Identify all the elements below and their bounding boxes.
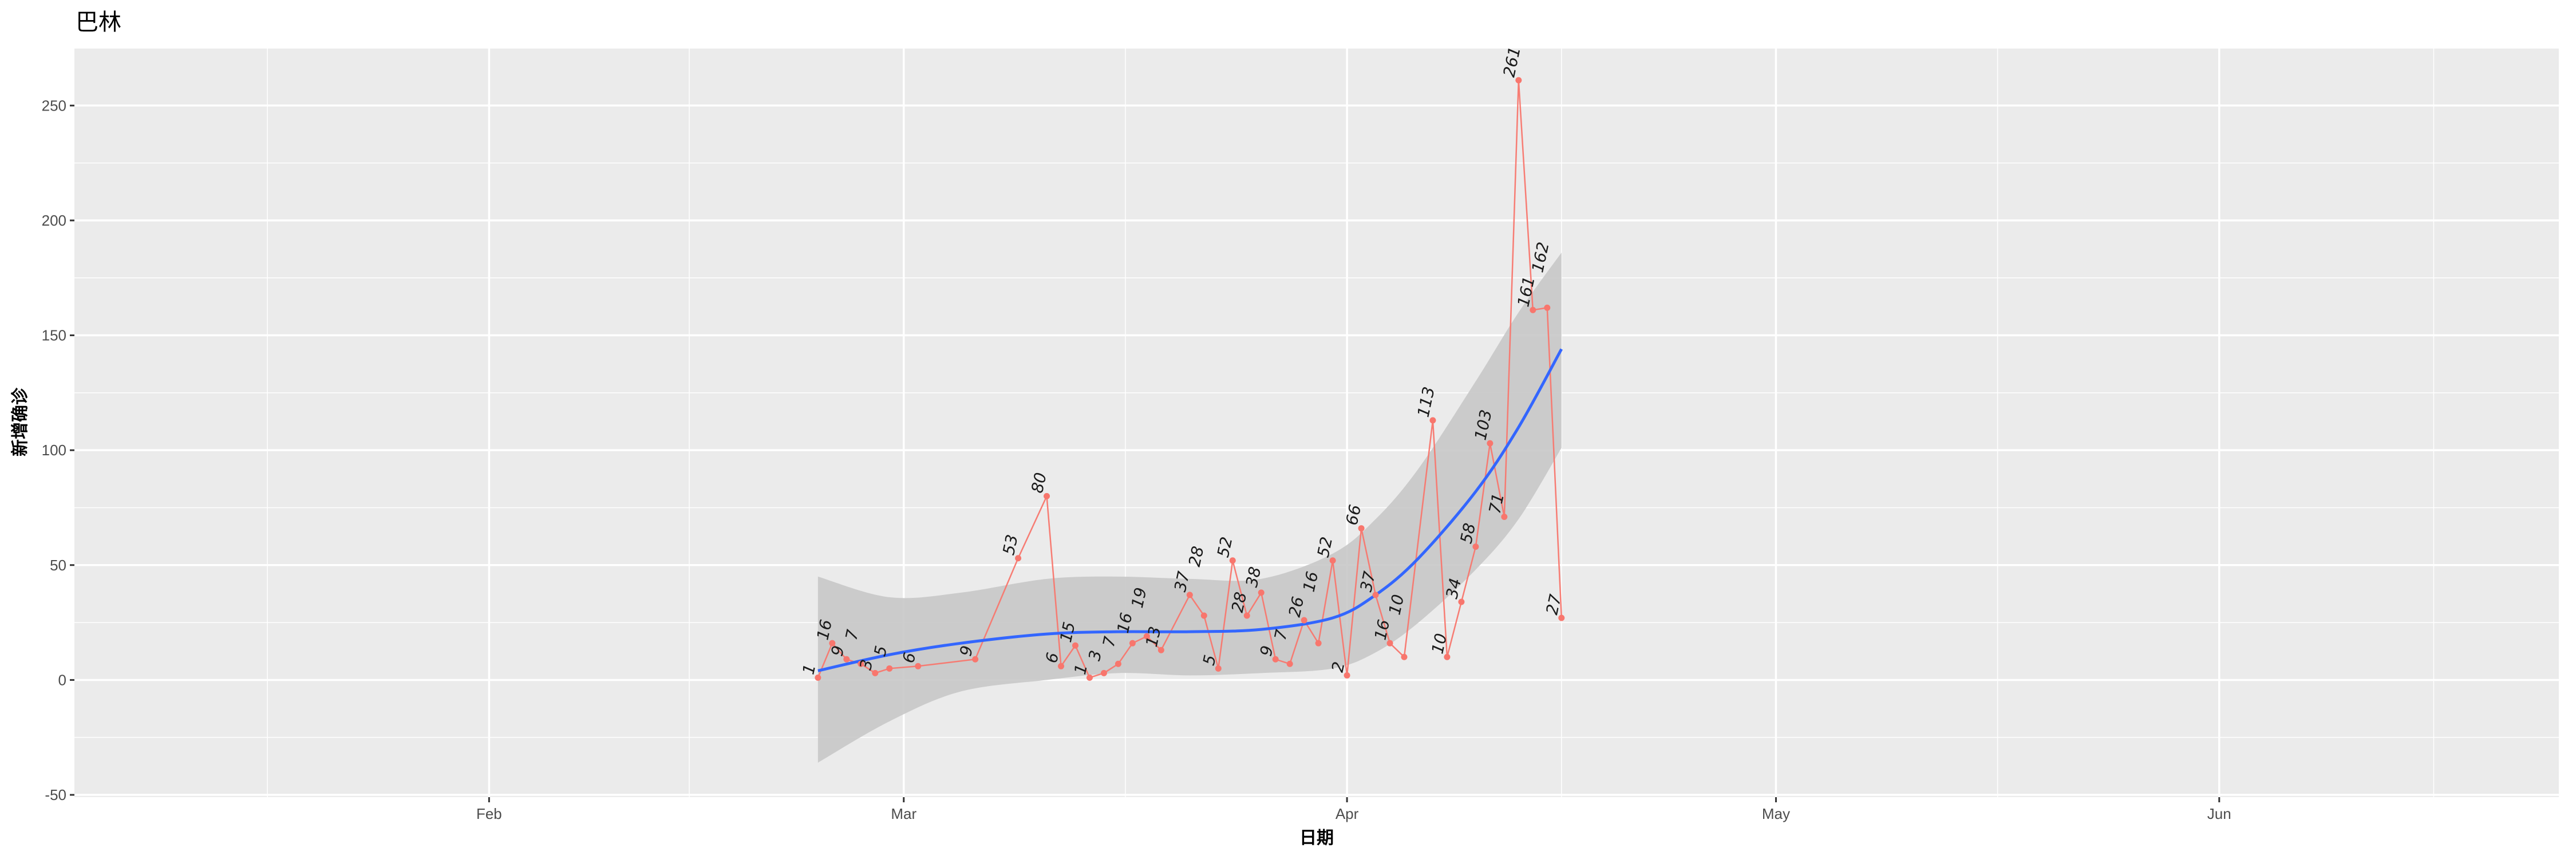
y-tick-label: 0 — [58, 671, 66, 688]
x-tick-label: Mar — [891, 805, 916, 822]
data-point — [1472, 543, 1479, 550]
data-point — [1072, 642, 1078, 649]
data-label: 53 — [999, 533, 1022, 557]
panel-background — [74, 48, 2559, 797]
data-label: 16 — [1113, 611, 1136, 635]
data-point — [1258, 589, 1265, 596]
data-label: 16 — [1299, 570, 1322, 594]
y-axis-title: 新增确诊 — [10, 387, 30, 456]
data-point — [1200, 612, 1207, 619]
data-point — [1544, 304, 1551, 311]
data-point — [1329, 557, 1336, 564]
x-tick-label: May — [1762, 805, 1790, 822]
data-label: 58 — [1456, 521, 1479, 545]
data-label: 10 — [1385, 593, 1408, 617]
data-label: 71 — [1485, 491, 1508, 515]
x-axis: Feb Mar Apr May Jun — [476, 797, 2231, 822]
data-label: 16 — [1371, 618, 1394, 642]
data-point — [886, 665, 893, 672]
data-point — [1015, 555, 1022, 562]
y-tick-label: 150 — [42, 327, 66, 344]
data-label: 15 — [1056, 620, 1079, 644]
data-point — [1344, 672, 1350, 679]
data-label: 37 — [1357, 569, 1380, 593]
smooth-fit-line — [817, 348, 1563, 672]
data-point — [915, 663, 922, 669]
data-point — [972, 656, 979, 663]
data-points — [815, 77, 1565, 681]
data-point — [1372, 592, 1379, 598]
data-point — [815, 674, 821, 681]
data-label: 16 — [813, 618, 836, 642]
data-point — [1157, 647, 1164, 653]
plot-title: 巴林 — [76, 9, 121, 36]
data-label: 37 — [1171, 569, 1194, 593]
y-tick-label: 200 — [42, 212, 66, 229]
data-point — [1558, 614, 1565, 621]
data-point — [1515, 77, 1522, 84]
y-tick-label: 100 — [42, 442, 66, 459]
data-label: 52 — [1314, 535, 1337, 559]
data-point — [1115, 660, 1121, 667]
data-point — [1058, 663, 1065, 669]
data-label: 10 — [1428, 632, 1451, 656]
data-point — [1100, 669, 1107, 676]
data-label: 52 — [1214, 535, 1236, 559]
data-label: 34 — [1442, 577, 1465, 601]
data-point — [1086, 674, 1093, 681]
series-line — [817, 80, 1563, 679]
data-point — [1143, 633, 1150, 640]
x-tick-label: Apr — [1336, 805, 1359, 822]
x-axis-title: 日期 — [1299, 828, 1334, 848]
data-label: 27 — [1542, 593, 1565, 617]
data-point — [843, 656, 850, 663]
data-point — [1272, 656, 1279, 663]
confidence-band — [817, 253, 1562, 763]
y-axis: -50 0 50 100 150 200 250 — [42, 97, 74, 803]
data-label: 19 — [1128, 586, 1151, 610]
data-label: 38 — [1242, 565, 1265, 589]
data-point — [829, 640, 836, 647]
smooth-line — [817, 348, 1563, 672]
data-point — [1458, 598, 1465, 605]
y-tick-label: -50 — [45, 786, 66, 803]
data-point — [1186, 592, 1193, 598]
data-point — [1444, 653, 1451, 660]
confidence-band-area — [817, 253, 1562, 763]
data-point — [1286, 660, 1293, 667]
data-point — [1386, 640, 1393, 647]
data-point — [1358, 525, 1365, 532]
data-point — [1215, 665, 1222, 672]
data-label: 80 — [1028, 471, 1050, 495]
data-label: 66 — [1342, 503, 1365, 527]
data-label: 26 — [1285, 595, 1308, 619]
x-tick-label: Jun — [2207, 805, 2231, 822]
x-tick-label: Feb — [476, 805, 502, 822]
data-point — [1530, 306, 1536, 313]
data-point — [1501, 514, 1508, 521]
data-point — [1487, 440, 1494, 447]
data-point — [1429, 417, 1436, 424]
y-tick-label: 250 — [42, 97, 66, 114]
data-point — [1044, 492, 1050, 499]
data-point — [1243, 612, 1250, 619]
data-point — [1301, 617, 1307, 624]
data-point — [858, 660, 864, 667]
data-point — [1401, 653, 1408, 660]
data-point — [1229, 557, 1236, 564]
data-point — [1315, 640, 1322, 647]
series-lines — [817, 80, 1563, 679]
data-label: 28 — [1228, 590, 1251, 614]
data-point — [872, 669, 879, 676]
y-tick-label: 50 — [50, 557, 66, 574]
data-label: 28 — [1185, 545, 1208, 569]
data-label: 13 — [1142, 625, 1165, 649]
data-point — [1129, 640, 1136, 647]
